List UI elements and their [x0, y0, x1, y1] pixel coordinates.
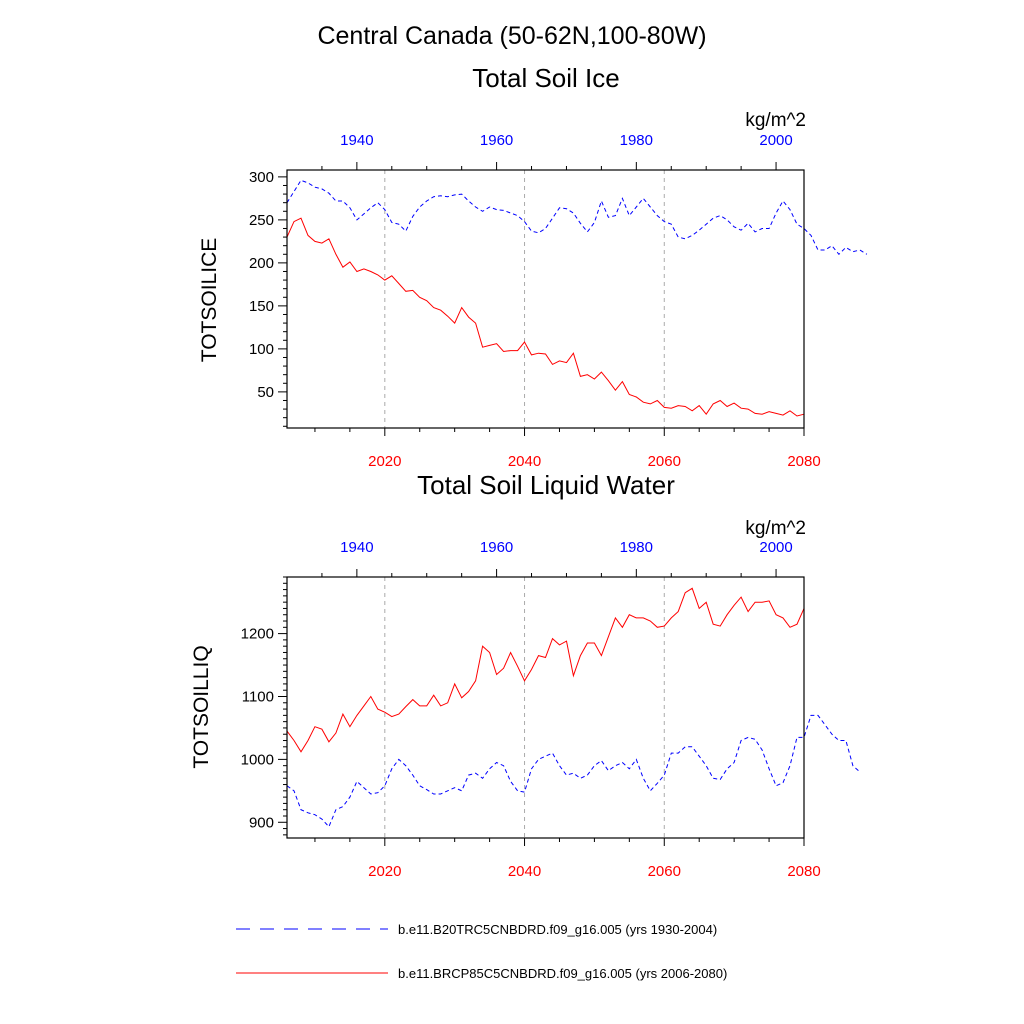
soil-liquid-x-top-tick-label: 1960 — [480, 539, 513, 556]
soil-liquid-plot-area: 900 1000 1100 1200 2020 2040 2060 2080 1940 1960 1… — [241, 539, 861, 880]
soil-ice-y-tick-label: 300 — [249, 169, 274, 186]
soil-ice-series-historical-line — [286, 179, 868, 256]
soil-ice-y-tick-label: 200 — [249, 255, 274, 272]
legend: b.e11.B20TRC5CNBDRD.f09_g16.005 (yrs 193… — [236, 922, 727, 981]
soil-liquid-units-label: kg/m^2 — [745, 518, 806, 539]
soil-ice-panel-title: Total Soil Ice — [472, 63, 619, 93]
soil-liquid-y-axis-label: TOTSOILLIQ — [190, 645, 213, 768]
soil-liquid-series-future-line — [286, 587, 805, 753]
soil-liquid-plot-frame — [286, 576, 805, 839]
soil-ice-y-tick-label: 150 — [249, 298, 274, 315]
soil-ice-x-bottom-tick-label: 2060 — [648, 453, 681, 470]
legend-label-future: b.e11.BRCP85C5CNBDRD.f09_g16.005 (yrs 20… — [398, 966, 727, 981]
soil-ice-y-tick-label: 250 — [249, 212, 274, 229]
soil-liquid-y-tick-label: 900 — [249, 814, 274, 831]
soil-ice-x-top-tick-label: 1980 — [620, 132, 653, 149]
soil-liquid-x-bottom-tick-label: 2040 — [508, 863, 541, 880]
soil-liquid-x-bottom-tick-label: 2020 — [368, 863, 401, 880]
soil-ice-panel: Total Soil Ice kg/m^2 TOTSOILICE 50 100 15… — [198, 63, 868, 470]
soil-liquid-x-top-tick-label: 1980 — [620, 539, 653, 556]
soil-ice-plot-frame — [286, 169, 805, 429]
soil-ice-plot-area: 50 100 150 200 250 300 2020 2040 2060 2080 1940 196… — [249, 132, 868, 470]
soil-liquid-series-historical-line — [286, 714, 861, 828]
soil-ice-x-bottom-tick-label: 2040 — [508, 453, 541, 470]
soil-ice-x-top-tick-label: 1940 — [340, 132, 373, 149]
soil-liquid-y-tick-label: 1100 — [242, 688, 274, 705]
soil-ice-y-tick-label: 50 — [257, 384, 274, 401]
soil-liquid-x-top-tick-label: 1940 — [340, 539, 373, 556]
soil-liquid-panel: Total Soil Liquid Water kg/m^2 TOTSOILLI… — [190, 470, 861, 880]
legend-label-historical: b.e11.B20TRC5CNBDRD.f09_g16.005 (yrs 193… — [398, 922, 717, 937]
soil-ice-series-future-line — [286, 217, 805, 417]
soil-liquid-x-bottom-tick-label: 2060 — [648, 863, 681, 880]
soil-ice-x-top-tick-label: 2000 — [759, 132, 792, 149]
soil-ice-x-top-tick-label: 1960 — [480, 132, 513, 149]
soil-ice-y-tick-label: 100 — [249, 341, 274, 358]
soil-ice-y-axis-label: TOTSOILICE — [198, 238, 221, 362]
soil-ice-x-bottom-tick-label: 2080 — [787, 453, 820, 470]
soil-liquid-y-tick-label: 1200 — [241, 626, 274, 643]
soil-ice-x-bottom-tick-label: 2020 — [368, 453, 401, 470]
figure-title: Central Canada (50-62N,100-80W) — [317, 22, 706, 50]
soil-liquid-x-top-tick-label: 2000 — [759, 539, 792, 556]
soil-ice-units-label: kg/m^2 — [745, 110, 806, 131]
soil-liquid-x-bottom-tick-label: 2080 — [787, 863, 820, 880]
soil-liquid-y-tick-label: 1000 — [241, 751, 274, 768]
soil-liquid-panel-title: Total Soil Liquid Water — [417, 470, 675, 500]
